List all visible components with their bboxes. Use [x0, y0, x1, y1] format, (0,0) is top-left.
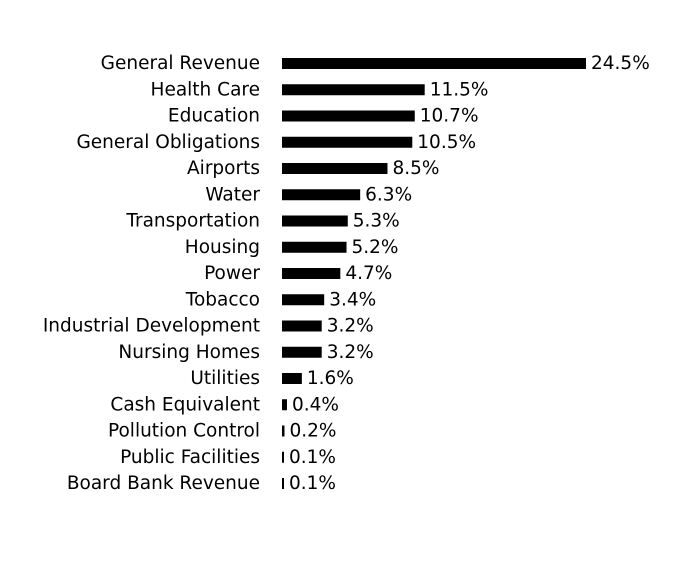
bar: [282, 373, 302, 384]
data-label: 5.3%: [353, 211, 400, 232]
value-labels: 24.5% 11.5% 10.7% 10.5% 8.5% 6.3% 5.3% 5.2% 4.7%…: [289, 53, 650, 494]
data-label: 3.2%: [327, 316, 374, 337]
data-label: 6.3%: [365, 184, 412, 205]
data-label: 1.6%: [307, 368, 354, 389]
bar: [282, 320, 322, 332]
category-label: Board Bank Revenue: [67, 473, 260, 494]
category-label: Housing: [185, 237, 260, 258]
category-label: Airports: [187, 158, 260, 179]
data-label: 0.2%: [289, 421, 336, 442]
bar: [282, 294, 325, 306]
category-label: Education: [168, 106, 260, 127]
bar: [282, 215, 348, 227]
data-label: 3.4%: [329, 289, 376, 310]
data-label: 10.7%: [420, 106, 479, 127]
category-label: Utilities: [190, 368, 260, 389]
bar: [282, 189, 361, 201]
bar: [282, 399, 287, 411]
data-label: 0.1%: [289, 473, 336, 494]
category-label: Power: [204, 263, 260, 284]
category-label: General Obligations: [76, 132, 260, 153]
category-label: General Revenue: [101, 53, 260, 74]
category-label: Transportation: [125, 211, 260, 232]
category-label: Industrial Development: [43, 316, 260, 337]
data-label: 3.2%: [327, 342, 374, 363]
category-label: Water: [205, 184, 260, 205]
data-label: 0.4%: [292, 394, 339, 415]
category-label: Tobacco: [185, 289, 260, 310]
category-label: Health Care: [151, 79, 260, 100]
bar: [282, 478, 284, 489]
bar: [282, 110, 415, 122]
category-label: Pollution Control: [108, 421, 260, 442]
data-label: 8.5%: [392, 158, 439, 179]
bar: [282, 268, 341, 279]
data-label: 5.2%: [352, 237, 399, 258]
category-labels: General Revenue Health Care Education Gener…: [43, 53, 261, 494]
bar: [282, 241, 347, 253]
data-label: 0.1%: [289, 447, 336, 468]
bar: [282, 451, 284, 463]
bar: [282, 425, 285, 437]
data-label: 4.7%: [345, 263, 392, 284]
bar: [282, 136, 413, 148]
bar: [282, 84, 425, 96]
data-label: 10.5%: [417, 132, 476, 153]
bars: [282, 58, 586, 489]
category-label: Nursing Homes: [118, 342, 260, 363]
data-label: 24.5%: [591, 53, 650, 74]
category-label: Public Facilities: [120, 447, 260, 468]
bar: [282, 163, 388, 174]
bar: [282, 58, 586, 69]
category-label: Cash Equivalent: [110, 394, 260, 415]
bar: [282, 346, 322, 358]
data-label: 11.5%: [430, 79, 489, 100]
